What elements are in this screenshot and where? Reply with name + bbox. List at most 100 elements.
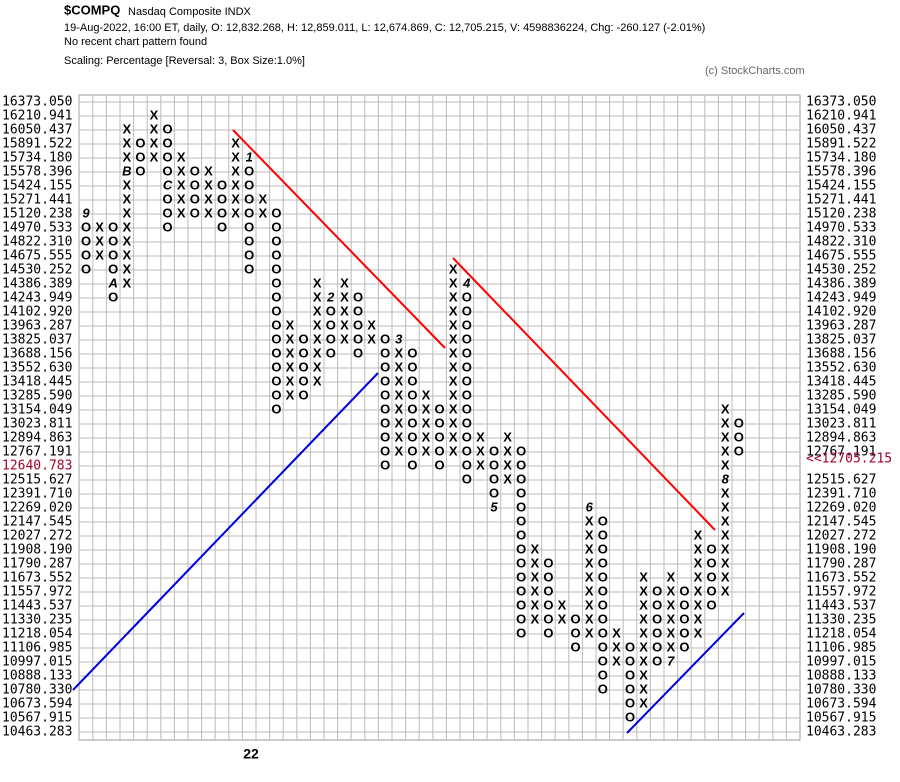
o-box: O (163, 135, 173, 150)
y-tick-label: 14675.555 (2, 248, 72, 263)
x-box: X (122, 219, 131, 234)
y2-tick-label: 16050.437 (806, 122, 876, 137)
o-box: O (407, 373, 417, 388)
o-box: O (299, 387, 309, 402)
x-box: X (177, 205, 186, 220)
o-box: O (108, 289, 118, 304)
x-box: X (150, 107, 159, 122)
o-box: O (380, 345, 390, 360)
o-box: O (679, 625, 689, 640)
y2-tick-label: 10888.133 (806, 669, 876, 684)
o-box: O (625, 653, 635, 668)
x-box: X (340, 331, 349, 346)
month-marker: 3 (395, 331, 403, 346)
x-box: X (612, 625, 621, 640)
x-box: X (204, 205, 213, 220)
y-tick-label: 15271.441 (2, 192, 72, 207)
o-box: O (543, 583, 553, 598)
x-box: X (449, 415, 458, 430)
y-tick-label: 13154.049 (2, 403, 72, 418)
o-box: O (380, 401, 390, 416)
o-box: O (625, 667, 635, 682)
o-box: O (734, 415, 744, 430)
chart-subtitle: Nasdaq Composite INDX (128, 6, 252, 18)
o-box: O (244, 219, 254, 234)
o-box: O (598, 667, 608, 682)
x-box: X (340, 303, 349, 318)
y-tick-label: 15120.238 (2, 207, 72, 222)
o-box: O (108, 219, 118, 234)
y-tick-label: 13688.156 (2, 347, 72, 362)
o-box: O (353, 345, 363, 360)
y2-tick-label: 11218.054 (806, 627, 877, 642)
x-box: X (286, 373, 295, 388)
o-box: O (707, 541, 717, 556)
grid (78, 94, 801, 741)
o-box: O (244, 177, 254, 192)
x-box: X (177, 163, 186, 178)
o-box: O (652, 597, 662, 612)
x-box: X (694, 541, 703, 556)
x-box: X (639, 625, 648, 640)
y2-tick-label: 13154.049 (806, 403, 876, 418)
o-box: O (380, 415, 390, 430)
o-box: O (190, 177, 200, 192)
o-box: O (190, 205, 200, 220)
x-box: X (639, 639, 648, 654)
x-box: X (694, 555, 703, 570)
x-box: X (449, 331, 458, 346)
month-marker: 9 (82, 205, 90, 220)
o-box: O (435, 401, 445, 416)
y-tick-label: 16373.050 (2, 95, 72, 110)
o-box: O (489, 457, 499, 472)
o-box: O (598, 653, 608, 668)
x-box: X (150, 121, 159, 136)
x-box: X (422, 443, 431, 458)
x-box: X (585, 513, 594, 528)
y2-tick-label: 14822.310 (806, 235, 876, 250)
y2-tick-label: 15120.238 (806, 207, 876, 222)
x-box: X (721, 499, 730, 514)
x-box: X (449, 387, 458, 402)
x-box: X (585, 541, 594, 556)
y2-tick-label: 14675.555 (806, 248, 876, 263)
x-box: X (721, 401, 730, 416)
x-box: X (394, 373, 403, 388)
o-box: O (625, 709, 635, 724)
o-box: O (598, 569, 608, 584)
x-box: X (394, 429, 403, 444)
x-box: X (449, 345, 458, 360)
y-tick-label: 11790.287 (2, 557, 72, 572)
x-box: X (449, 261, 458, 276)
y-tick-label: 11330.235 (2, 613, 72, 628)
x-box: X (694, 625, 703, 640)
x-box: X (150, 149, 159, 164)
o-box: O (380, 373, 390, 388)
o-box: O (516, 611, 526, 626)
y-tick-label: 13418.445 (2, 375, 72, 390)
o-box: O (516, 583, 526, 598)
y-tick-label: 12147.545 (2, 515, 72, 530)
x-box: X (721, 443, 730, 458)
o-box: O (163, 191, 173, 206)
x-box: X (476, 429, 485, 444)
x-box: X (313, 373, 322, 388)
o-box: O (326, 331, 336, 346)
x-box: X (503, 457, 512, 472)
o-box: O (244, 247, 254, 262)
o-box: O (462, 331, 472, 346)
o-box: O (326, 317, 336, 332)
x-box: X (231, 191, 240, 206)
o-box: O (407, 345, 417, 360)
scaling-note: Scaling: Percentage [Reversal: 3, Box Si… (64, 55, 305, 67)
